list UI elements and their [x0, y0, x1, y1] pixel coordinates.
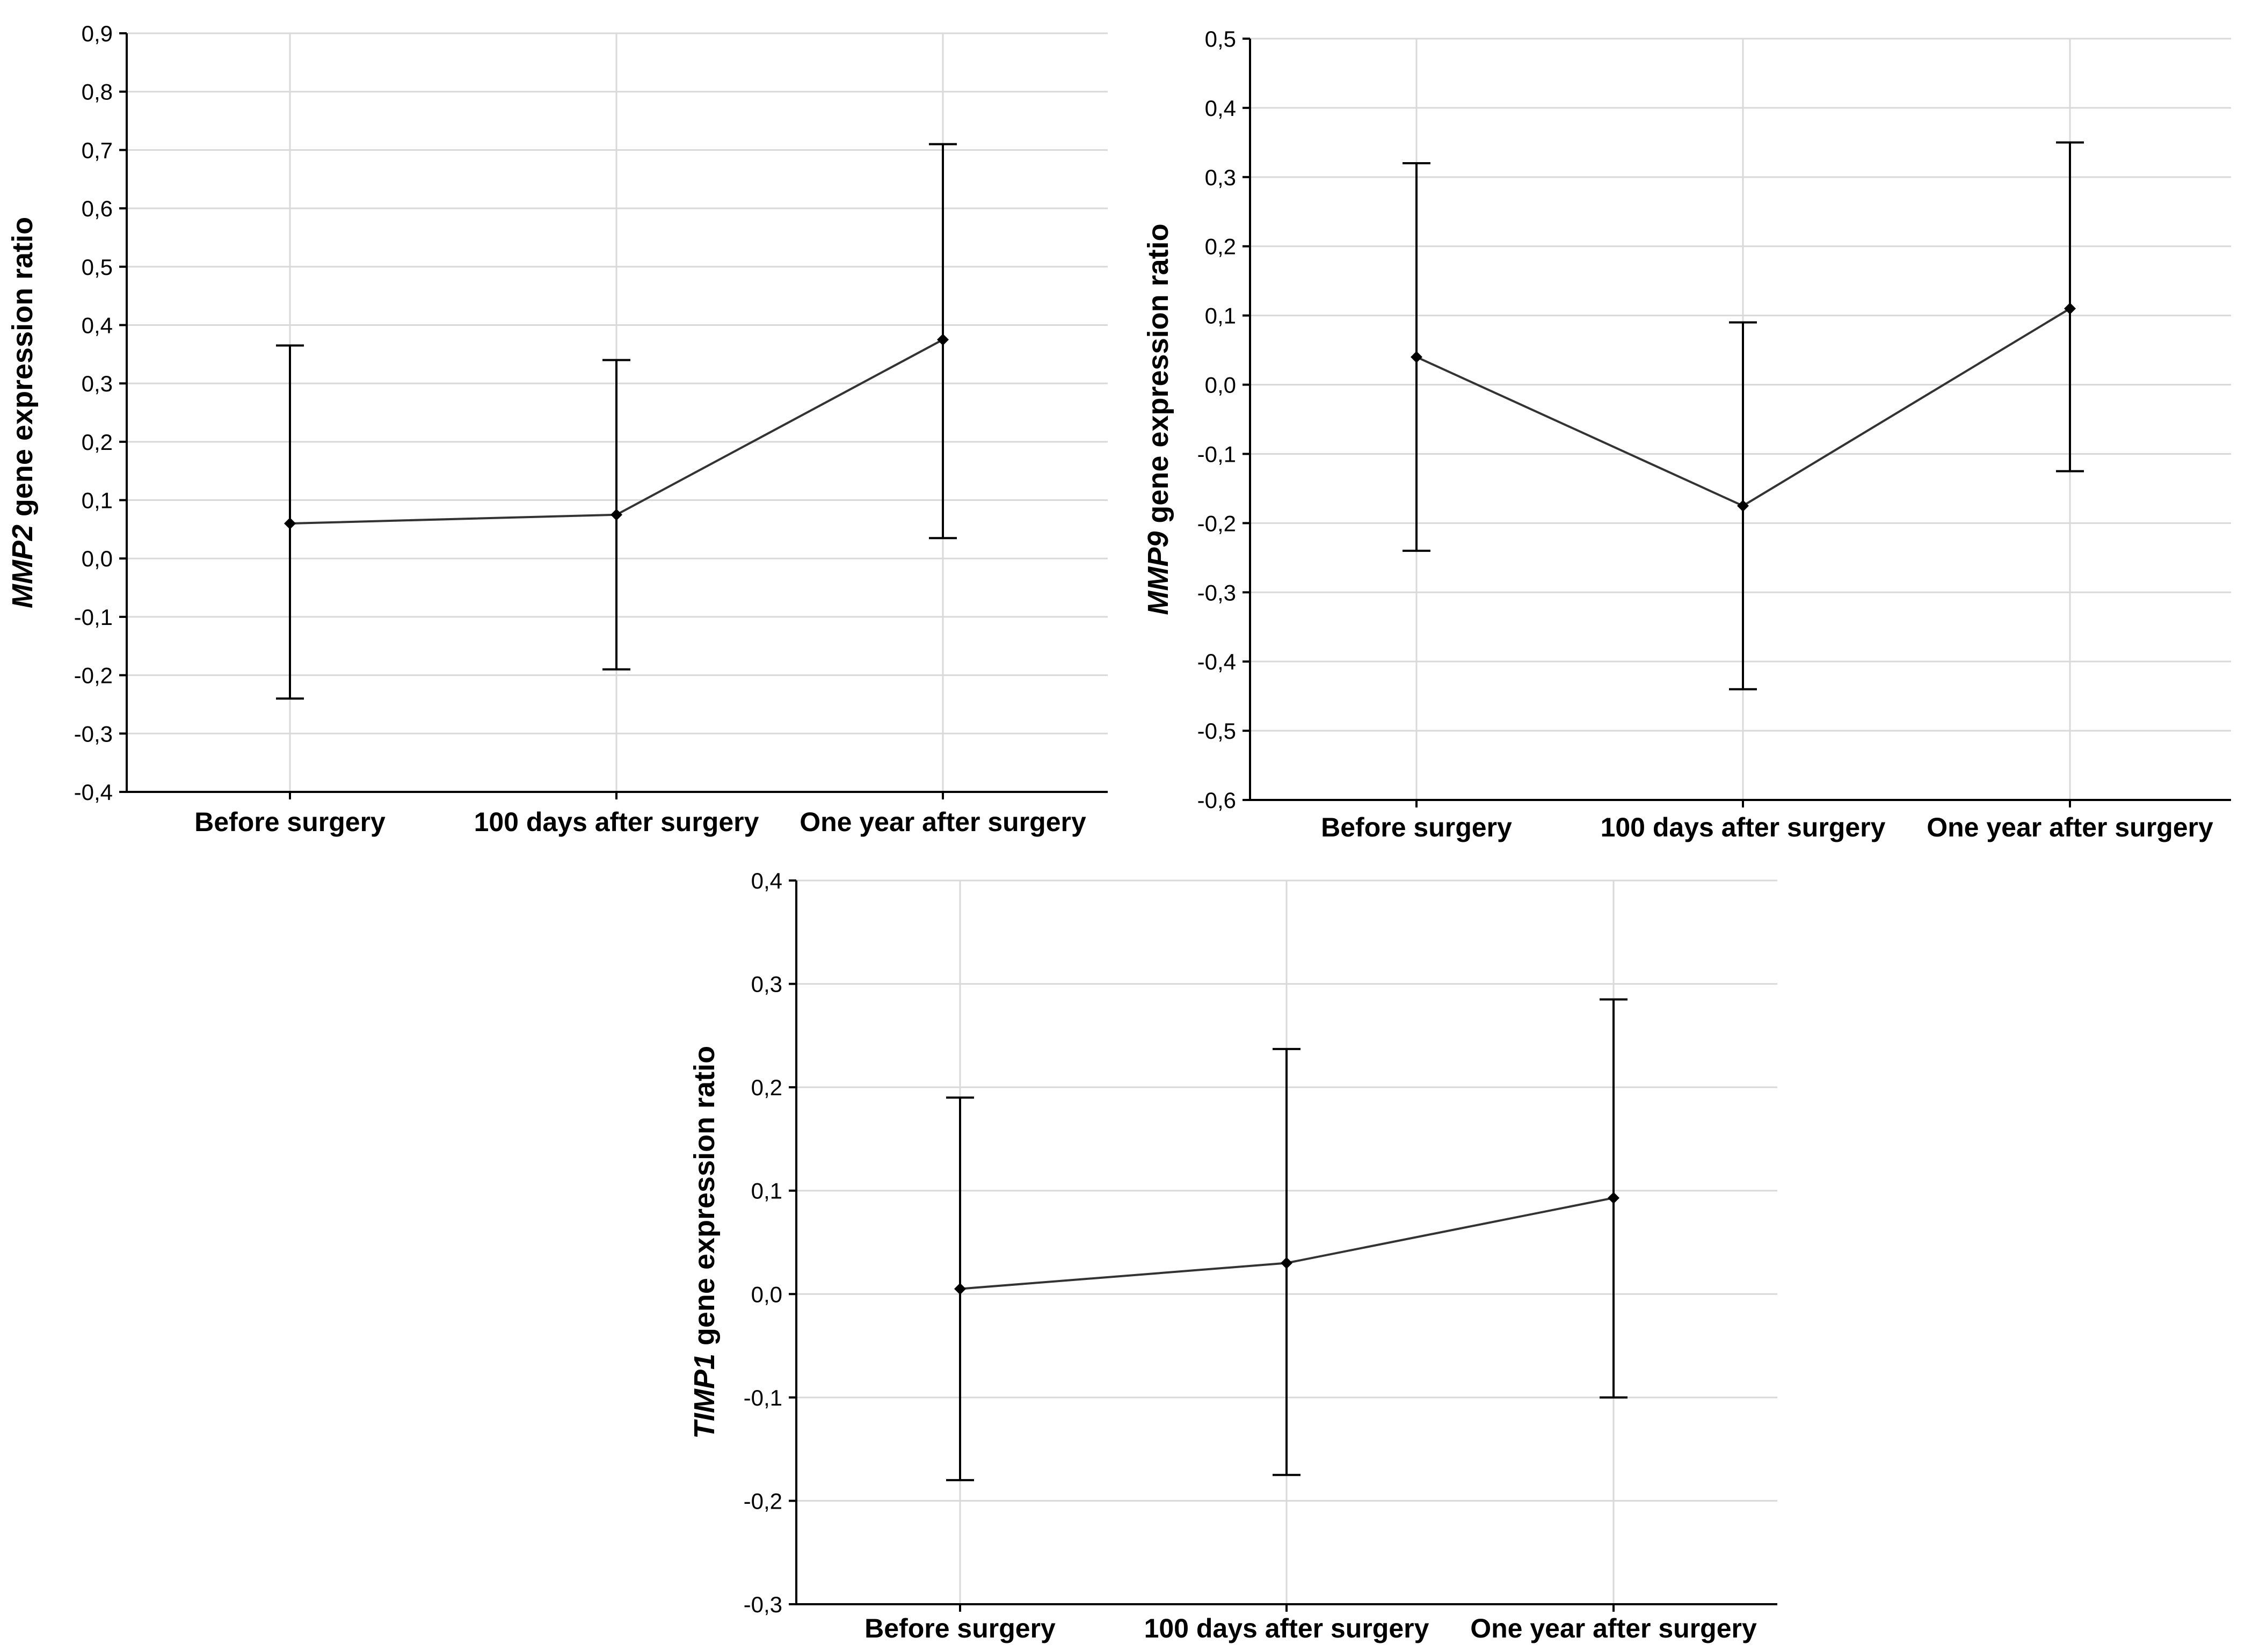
- chart-timp1: -0,3 -0,2 -0,1 0,0 0,1 0,2 0,3 0,4 Before surger…: [688, 868, 1777, 1643]
- y-axis-label-gene: TIMP1: [688, 1353, 721, 1439]
- y-tick-label: -0,4: [1197, 649, 1236, 674]
- mean-point: [611, 508, 622, 521]
- chart-mmp9: -0,6 -0,5 -0,4 -0,3 -0,2 -0,1 0,0 0,1 0,2 0,3 0,4 0…: [1142, 26, 2231, 842]
- mean-point: [954, 1283, 966, 1295]
- mean-point: [284, 518, 296, 530]
- y-tick-label: -0,1: [744, 1385, 782, 1410]
- y-tick-label: 0,0: [82, 546, 113, 571]
- y-axis-label: MMP2 gene expression ratio: [6, 217, 39, 608]
- x-category-label: Before surgery: [864, 1613, 1056, 1643]
- y-tick-label: 0,4: [82, 312, 113, 338]
- y-axis-label-text: gene expression ratio: [6, 217, 39, 525]
- mean-point: [1411, 351, 1422, 363]
- y-tick-label: 0,4: [1205, 96, 1236, 121]
- y-tick-label: -0,2: [1197, 511, 1236, 536]
- y-tick-label: 0,3: [1205, 165, 1236, 190]
- y-tick-label: -0,3: [744, 1592, 782, 1617]
- y-tick-label: -0,3: [1197, 580, 1236, 605]
- y-tick-label: -0,2: [74, 663, 113, 688]
- y-tick-label: 0,9: [82, 21, 113, 46]
- y-tick-label: 0,1: [82, 488, 113, 513]
- y-tick-label: -0,4: [74, 780, 113, 805]
- y-tick-label: 0,2: [751, 1075, 782, 1100]
- y-tick-label: -0,6: [1197, 788, 1236, 813]
- y-tick-label: 0,4: [751, 868, 782, 893]
- x-category-label: 100 days after surgery: [1601, 812, 1886, 842]
- mean-point: [937, 333, 949, 346]
- y-tick-label: 0,0: [751, 1282, 782, 1307]
- y-tick-label: 0,3: [751, 972, 782, 997]
- mean-point: [1737, 500, 1749, 512]
- x-category-label: One year after surgery: [1470, 1613, 1757, 1643]
- y-tick-label: 0,2: [82, 430, 113, 455]
- y-axis-label-text: gene expression ratio: [688, 1046, 721, 1353]
- y-tick-label: 0,5: [82, 254, 113, 280]
- y-tick-label: 0,5: [1205, 26, 1236, 52]
- y-tick-label: -0,5: [1197, 718, 1236, 744]
- x-category-label: Before surgery: [1321, 812, 1512, 842]
- chart-mmp2: -0,4 -0,3 -0,2 -0,1 0,0 0,1 0,2 0,3 0,4 0,5 0,6 0,7…: [6, 21, 1108, 837]
- mean-point: [1608, 1192, 1619, 1204]
- x-category-label: One year after surgery: [1927, 812, 2213, 842]
- y-tick-label: -0,1: [1197, 441, 1236, 467]
- y-axis-label: TIMP1 gene expression ratio: [688, 1046, 721, 1439]
- mean-point: [1281, 1257, 1292, 1269]
- y-tick-label: 0,0: [1205, 373, 1236, 398]
- y-tick-label: 0,7: [82, 137, 113, 163]
- y-tick-label: 0,6: [82, 196, 113, 221]
- y-tick-label: -0,3: [74, 721, 113, 746]
- y-tick-label: -0,2: [744, 1488, 782, 1513]
- y-tick-label: 0,1: [751, 1178, 782, 1204]
- y-tick-label: 0,2: [1205, 234, 1236, 259]
- x-category-label: 100 days after surgery: [1144, 1613, 1429, 1643]
- y-tick-label: -0,1: [74, 605, 113, 630]
- y-axis-label: MMP9 gene expression ratio: [1142, 223, 1174, 615]
- y-axis-label-gene: MMP9: [1142, 532, 1174, 615]
- y-tick-label: 0,8: [82, 79, 113, 105]
- x-category-label: 100 days after surgery: [474, 807, 759, 837]
- mean-point: [2064, 302, 2076, 315]
- y-tick-label: 0,1: [1205, 303, 1236, 329]
- y-tick-label: 0,3: [82, 371, 113, 396]
- x-category-label: Before surgery: [194, 807, 386, 837]
- y-axis-label-text: gene expression ratio: [1142, 223, 1174, 531]
- x-category-label: One year after surgery: [800, 807, 1086, 837]
- y-axis-label-gene: MMP2: [6, 525, 39, 608]
